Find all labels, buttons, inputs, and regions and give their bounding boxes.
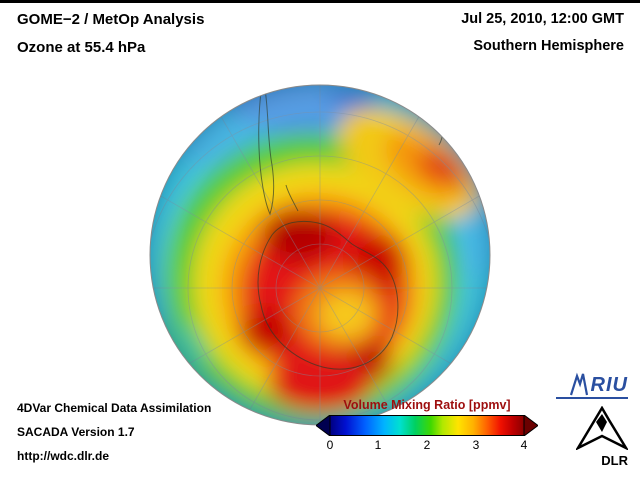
dlr-logo: DLR xyxy=(562,405,630,468)
colorbar-tick-4: 4 xyxy=(520,438,528,452)
assimilation-label: 4DVar Chemical Data Assimilation xyxy=(17,401,212,415)
colorbar-left-arrow xyxy=(316,415,331,436)
riu-logo: RIU xyxy=(556,372,628,399)
top-border xyxy=(0,0,640,3)
colorbar-ticks: 0 1 2 3 4 xyxy=(316,438,538,453)
colorbar-gradient xyxy=(329,415,525,436)
dlr-logo-icon xyxy=(574,405,630,452)
version-label: SACADA Version 1.7 xyxy=(17,425,135,439)
hemisphere-label: Southern Hemisphere xyxy=(473,38,624,54)
limb-shading xyxy=(150,85,490,425)
hemisphere-globe xyxy=(149,84,491,426)
analysis-title: GOME−2 / MetOp Analysis xyxy=(17,11,205,28)
header-left: GOME−2 / MetOp Analysis Ozone at 55.4 hP… xyxy=(17,11,204,56)
colorbar-title: Volume Mixing Ratio [ppmv] xyxy=(343,398,511,412)
colorbar: Volume Mixing Ratio [ppmv] xyxy=(316,398,538,453)
footer-credits: 4DVar Chemical Data Assimilation SACADA … xyxy=(17,401,211,473)
analysis-subtitle: Ozone at 55.4 hPa xyxy=(17,39,146,56)
header-right: Jul 25, 2010, 12:00 GMT Southern Hemisph… xyxy=(461,11,624,54)
colorbar-tick-2: 2 xyxy=(423,438,431,452)
colorbar-tick-3: 3 xyxy=(472,438,480,452)
wdc-url: http://wdc.dlr.de xyxy=(17,449,109,463)
colorbar-right-arrow xyxy=(523,415,538,436)
colorbar-tick-0: 0 xyxy=(326,438,334,452)
colorbar-tick-1: 1 xyxy=(374,438,382,452)
riu-logo-icon xyxy=(569,372,588,396)
dlr-logo-text: DLR xyxy=(601,453,628,468)
riu-logo-text: RIU xyxy=(590,374,628,396)
ozone-map xyxy=(148,83,492,427)
colorbar-scale xyxy=(316,415,538,436)
datetime-label: Jul 25, 2010, 12:00 GMT xyxy=(461,11,624,27)
